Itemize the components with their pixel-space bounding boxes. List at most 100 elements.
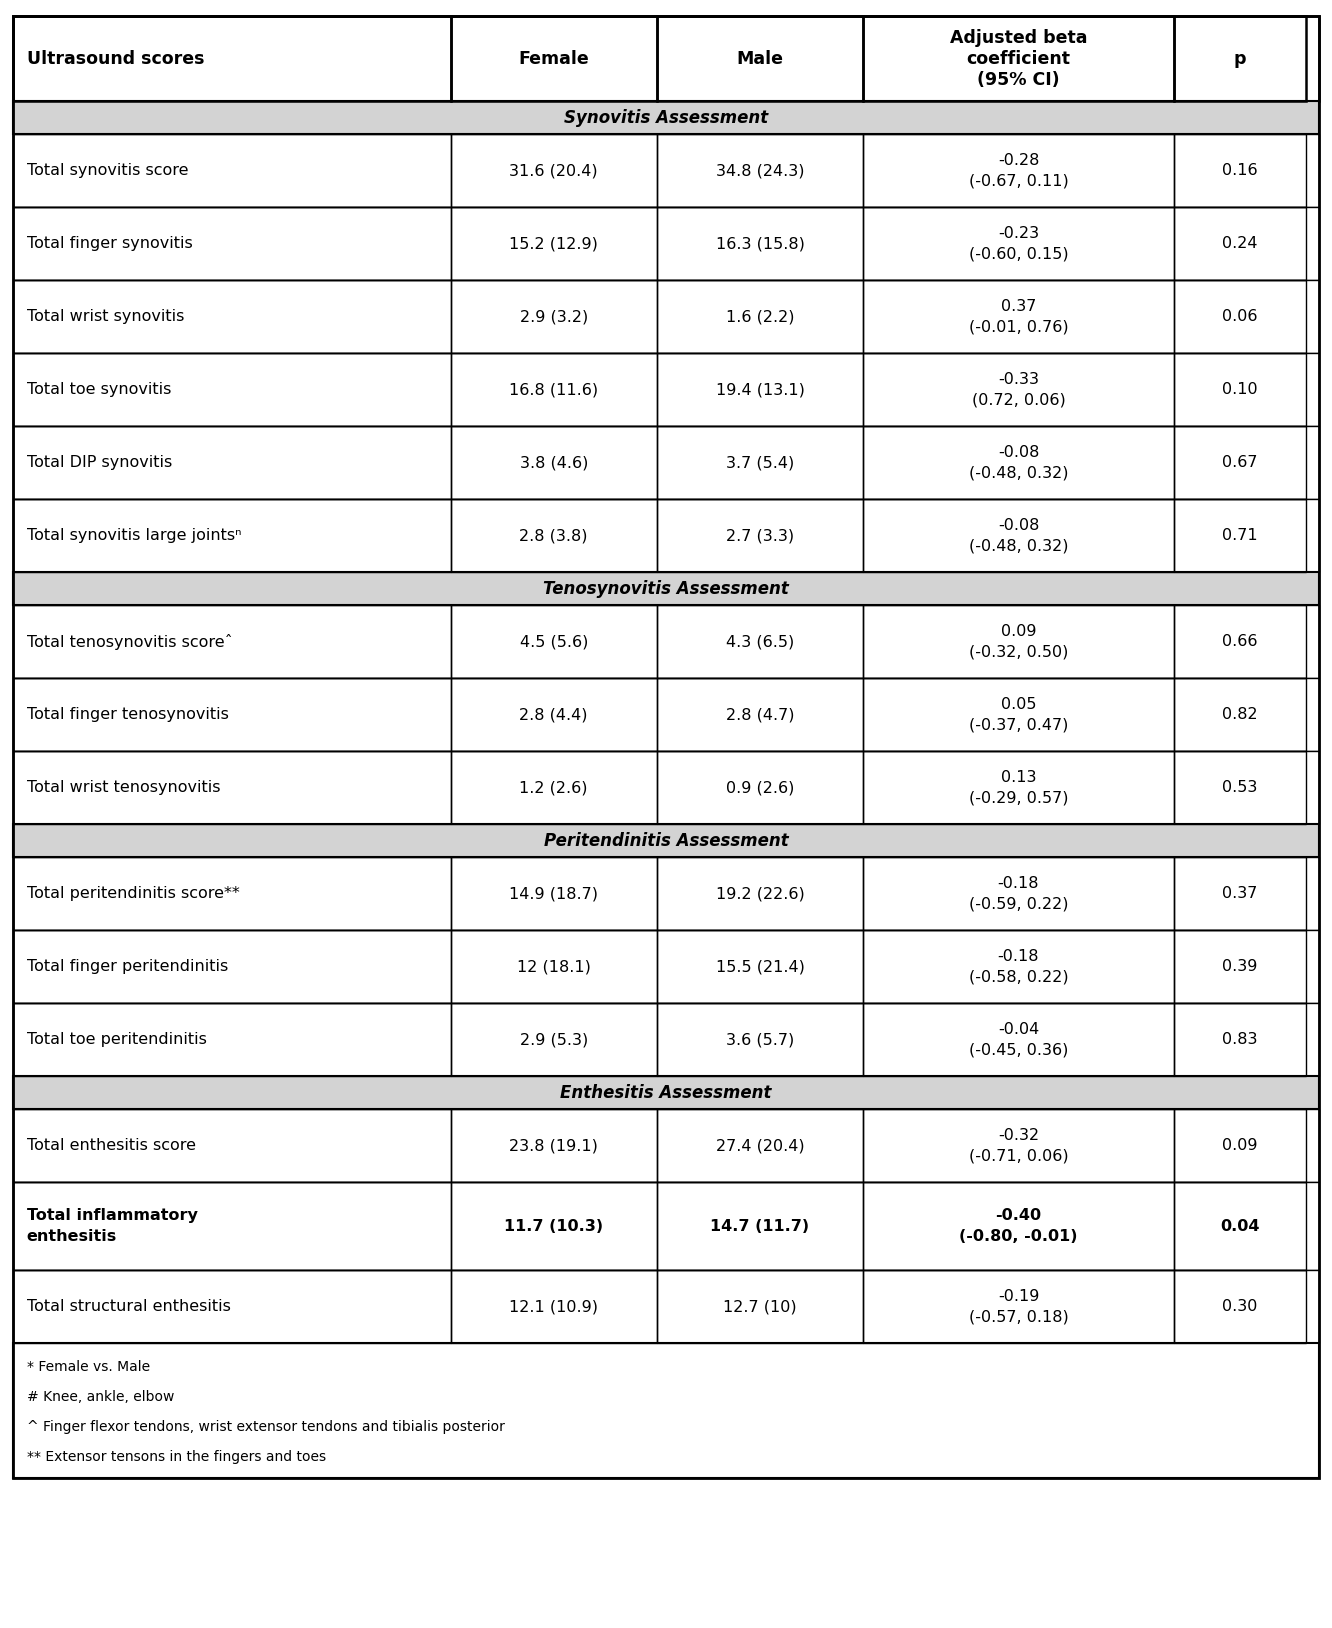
Bar	[657, 500, 863, 573]
Text: 3.7 (5.4): 3.7 (5.4)	[726, 456, 794, 470]
Bar	[863, 427, 1173, 500]
Text: 0.06: 0.06	[1221, 309, 1257, 324]
Text: Total toe peritendinitis: Total toe peritendinitis	[27, 1032, 206, 1047]
Bar	[13, 280, 450, 353]
Text: 12 (18.1): 12 (18.1)	[517, 959, 590, 974]
Text: Total peritendinitis score**: Total peritendinitis score**	[27, 886, 240, 902]
Bar	[1173, 207, 1305, 280]
Text: 12.7 (10): 12.7 (10)	[723, 1299, 797, 1314]
Bar	[450, 1109, 657, 1182]
Bar	[13, 930, 450, 1003]
Text: 2.8 (4.4): 2.8 (4.4)	[519, 707, 587, 723]
Text: * Female vs. Male: * Female vs. Male	[27, 1361, 149, 1374]
Bar	[13, 679, 1319, 751]
Bar	[13, 427, 450, 500]
Bar	[450, 16, 657, 101]
Bar	[13, 858, 1319, 930]
Bar	[657, 1109, 863, 1182]
Bar	[450, 353, 657, 427]
Bar	[657, 207, 863, 280]
Text: 16.3 (15.8): 16.3 (15.8)	[715, 236, 805, 251]
Text: -0.18
(-0.59, 0.22): -0.18 (-0.59, 0.22)	[968, 876, 1068, 912]
Text: 0.37: 0.37	[1221, 886, 1257, 902]
Text: Total finger synovitis: Total finger synovitis	[27, 236, 192, 251]
Text: 4.3 (6.5): 4.3 (6.5)	[726, 635, 794, 650]
Text: 12.1 (10.9): 12.1 (10.9)	[509, 1299, 598, 1314]
Bar	[13, 353, 450, 427]
Bar	[450, 858, 657, 930]
Text: 2.7 (3.3): 2.7 (3.3)	[726, 527, 794, 544]
Text: 3.8 (4.6): 3.8 (4.6)	[519, 456, 587, 470]
Text: Adjusted beta
coefficient
(95% CI): Adjusted beta coefficient (95% CI)	[950, 29, 1087, 88]
Bar	[450, 751, 657, 824]
Bar	[657, 16, 863, 101]
Bar	[1173, 679, 1305, 751]
Text: -0.23
(-0.60, 0.15): -0.23 (-0.60, 0.15)	[968, 226, 1068, 262]
Text: 0.53: 0.53	[1221, 780, 1257, 796]
Bar	[13, 280, 1319, 353]
Text: 2.8 (4.7): 2.8 (4.7)	[726, 707, 794, 723]
Text: Total wrist synovitis: Total wrist synovitis	[27, 309, 184, 324]
Text: Total synovitis score: Total synovitis score	[27, 163, 188, 179]
Bar	[13, 606, 450, 679]
Bar	[863, 207, 1173, 280]
Bar	[13, 1076, 1319, 1109]
Bar	[13, 133, 1319, 207]
Bar	[657, 133, 863, 207]
Text: Total tenosynovitis scoreˆ: Total tenosynovitis scoreˆ	[27, 633, 232, 650]
Text: 0.04: 0.04	[1220, 1219, 1260, 1234]
Text: 0.09
(-0.32, 0.50): 0.09 (-0.32, 0.50)	[968, 624, 1068, 659]
Bar	[657, 427, 863, 500]
Bar	[863, 679, 1173, 751]
Bar	[657, 858, 863, 930]
Text: -0.32
(-0.71, 0.06): -0.32 (-0.71, 0.06)	[968, 1128, 1068, 1164]
Bar	[13, 930, 1319, 1003]
Text: 27.4 (20.4): 27.4 (20.4)	[715, 1138, 805, 1153]
Text: 2.9 (5.3): 2.9 (5.3)	[519, 1032, 587, 1047]
Bar	[1173, 606, 1305, 679]
Text: 0.30: 0.30	[1221, 1299, 1257, 1314]
Text: Female: Female	[518, 50, 589, 68]
Bar	[657, 930, 863, 1003]
Bar	[450, 1182, 657, 1270]
Bar	[13, 16, 450, 101]
Text: 0.67: 0.67	[1221, 456, 1257, 470]
Bar	[863, 280, 1173, 353]
Bar	[657, 1270, 863, 1343]
Text: ^ Finger flexor tendons, wrist extensor tendons and tibialis posterior: ^ Finger flexor tendons, wrist extensor …	[27, 1420, 505, 1434]
Text: Total DIP synovitis: Total DIP synovitis	[27, 456, 172, 470]
Text: Peritendinitis Assessment: Peritendinitis Assessment	[543, 832, 789, 850]
Bar	[863, 1109, 1173, 1182]
Bar	[450, 1003, 657, 1076]
Bar	[13, 1003, 1319, 1076]
Bar	[450, 133, 657, 207]
Bar	[657, 606, 863, 679]
Bar	[450, 679, 657, 751]
Bar	[13, 133, 450, 207]
Bar	[1173, 16, 1305, 101]
Text: -0.08
(-0.48, 0.32): -0.08 (-0.48, 0.32)	[968, 518, 1068, 554]
Bar	[1173, 858, 1305, 930]
Text: Tenosynovitis Assessment: Tenosynovitis Assessment	[543, 580, 789, 597]
Text: Total inflammatory
enthesitis: Total inflammatory enthesitis	[27, 1208, 197, 1244]
Bar	[13, 573, 1319, 606]
Text: 0.39: 0.39	[1221, 959, 1257, 974]
Text: -0.33
(0.72, 0.06): -0.33 (0.72, 0.06)	[971, 371, 1066, 407]
Bar	[13, 1109, 450, 1182]
Bar	[13, 101, 1319, 133]
Bar	[13, 353, 1319, 427]
Text: Total finger tenosynovitis: Total finger tenosynovitis	[27, 707, 229, 723]
Text: 0.82: 0.82	[1221, 707, 1257, 723]
Bar	[13, 207, 1319, 280]
Text: 0.09: 0.09	[1221, 1138, 1257, 1153]
Bar	[450, 1270, 657, 1343]
Bar	[657, 353, 863, 427]
Text: p: p	[1233, 50, 1245, 68]
Bar	[450, 207, 657, 280]
Bar	[657, 679, 863, 751]
Bar	[13, 16, 1319, 101]
Bar	[1173, 1270, 1305, 1343]
Bar	[450, 427, 657, 500]
Bar	[13, 207, 450, 280]
Bar	[13, 500, 450, 573]
